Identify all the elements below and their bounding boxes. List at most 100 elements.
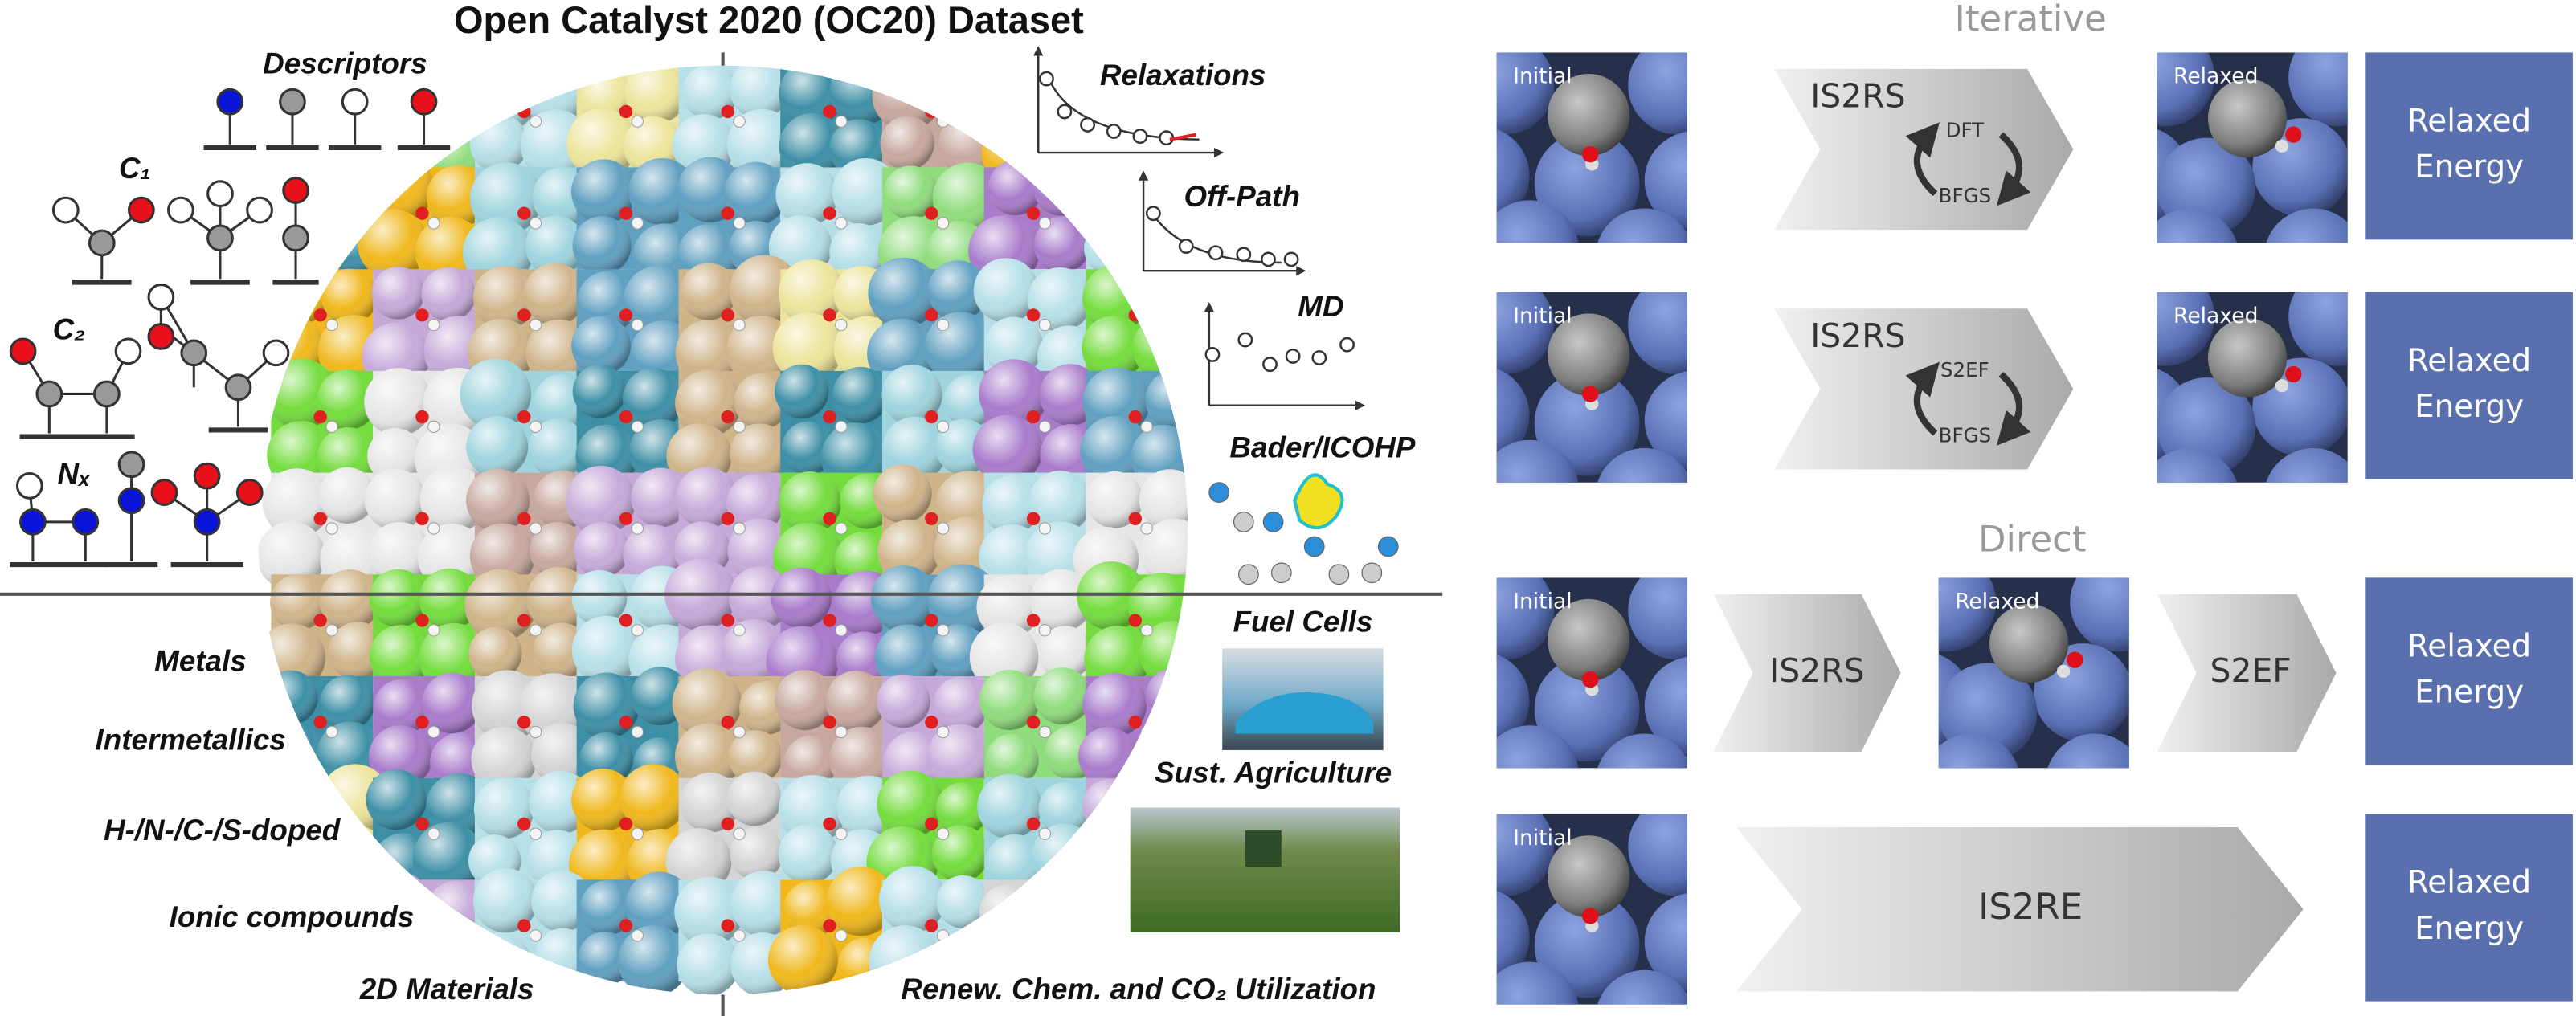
adsorbate-atom [823, 410, 836, 424]
atom-shine [677, 933, 740, 995]
adsorbate-atom [631, 624, 644, 637]
adsorbate-atom [936, 420, 950, 434]
adsorbate-atom [1140, 725, 1153, 739]
adsorbate-atom [835, 420, 848, 434]
plot-point [1261, 251, 1276, 267]
adsorbate-atom [1128, 716, 1143, 729]
adsorbate-atom [313, 716, 327, 729]
atom-shine [421, 267, 476, 322]
energy-box [2365, 292, 2573, 479]
plot-curve [1149, 209, 1282, 264]
adsorbate-atom [529, 624, 542, 637]
atom-shine [264, 670, 318, 725]
molecule-atom [341, 88, 369, 116]
atom-shine [775, 670, 836, 731]
atom-shine [468, 626, 522, 681]
atom-shine [469, 523, 535, 589]
molecule-atom [235, 479, 264, 506]
adsorbate-atom [1128, 512, 1143, 525]
atom-shine [870, 565, 938, 632]
plot-point [1106, 124, 1122, 139]
plot-point [1283, 251, 1299, 267]
atom-shine [1073, 157, 1145, 230]
adsorbate-atom [517, 104, 531, 119]
atom-shine [369, 625, 433, 688]
plot-marker [1169, 133, 1196, 141]
adsorbate-atom [1140, 522, 1153, 535]
energy-box-text: Relaxed Energy [2407, 344, 2531, 425]
atom [268, 119, 333, 183]
atom-shine [1038, 626, 1093, 680]
atom-shine [571, 615, 641, 685]
adsorbate-atom [925, 512, 938, 525]
adsorbate-atom [925, 308, 938, 322]
atom [932, 69, 987, 124]
adsorbate-atom [835, 217, 848, 230]
atom-shine [927, 260, 988, 321]
adsorbate-atom [1026, 308, 1041, 322]
atom-shine [1075, 879, 1137, 941]
adsorbate-atom [631, 827, 644, 840]
property-label: Relaxations [1100, 59, 1266, 92]
atom-shine [877, 520, 941, 583]
atom-shine [419, 622, 489, 694]
plot-point [1285, 349, 1301, 364]
adsorbate-atom [835, 929, 848, 942]
atom-shine [979, 670, 1040, 731]
atom-shine [825, 671, 887, 732]
molecule-atom [117, 487, 145, 515]
material-label: Ionic compounds [170, 900, 415, 933]
atom-shine [868, 257, 939, 328]
adsorbate-atom [1128, 308, 1143, 322]
atom-shine [972, 414, 1043, 485]
adsorbate-atom [415, 512, 429, 525]
atom-shine [1078, 727, 1138, 786]
adsorbate-atom [1026, 817, 1041, 831]
molecule-atom [9, 337, 37, 365]
plot-point [1236, 247, 1252, 263]
adsorbate-atom [325, 420, 338, 434]
molecule-atom [193, 508, 221, 536]
adsorbate-atom [1026, 206, 1041, 220]
adsorbate-atom [529, 522, 542, 535]
adsorbate-atom [823, 206, 836, 220]
atom-shine [371, 267, 425, 320]
task-arrow [1736, 826, 2304, 992]
adsorbate-atom [1128, 410, 1143, 424]
energy-label: Relaxed Energy [2407, 104, 2532, 186]
adsorbate-atom [325, 115, 338, 128]
descriptor-group: C₂ [53, 313, 86, 346]
atom-shine [775, 364, 829, 419]
bader-atom [1377, 536, 1399, 557]
charge-density [1293, 473, 1344, 530]
adsorbate-atom [733, 420, 746, 434]
atom-shine [985, 733, 1039, 787]
atom-shine [727, 771, 782, 826]
atom-shine [622, 368, 685, 430]
adsorbate-atom [517, 817, 531, 831]
adsorbate-atom [936, 827, 950, 840]
molecule-atom [282, 177, 309, 204]
adsorbate-atom [835, 318, 848, 332]
car-shape [1235, 692, 1374, 734]
adsorbate-atom [823, 919, 836, 932]
adsorbate-atom [313, 410, 327, 424]
atom-shine [1132, 315, 1188, 381]
adsorbate-atom [631, 217, 644, 230]
atom-shine [422, 672, 483, 734]
atom-shine [419, 568, 480, 630]
atom-shine [1086, 471, 1143, 528]
descriptor-group: C₁ [119, 152, 151, 185]
adsorbate-atom [936, 725, 950, 739]
plot-point [1145, 206, 1161, 222]
molecule-atom [93, 380, 121, 408]
section-title: Direct [1978, 517, 2087, 560]
adsorbate-atom [631, 929, 644, 942]
structure-label: Relaxed [2173, 64, 2258, 89]
atom-shine [364, 468, 427, 531]
atom-shine [675, 723, 742, 790]
adsorbate-atom [313, 512, 327, 525]
adsorbate-atom [1038, 725, 1052, 739]
adsorbate-atom [1128, 614, 1143, 627]
